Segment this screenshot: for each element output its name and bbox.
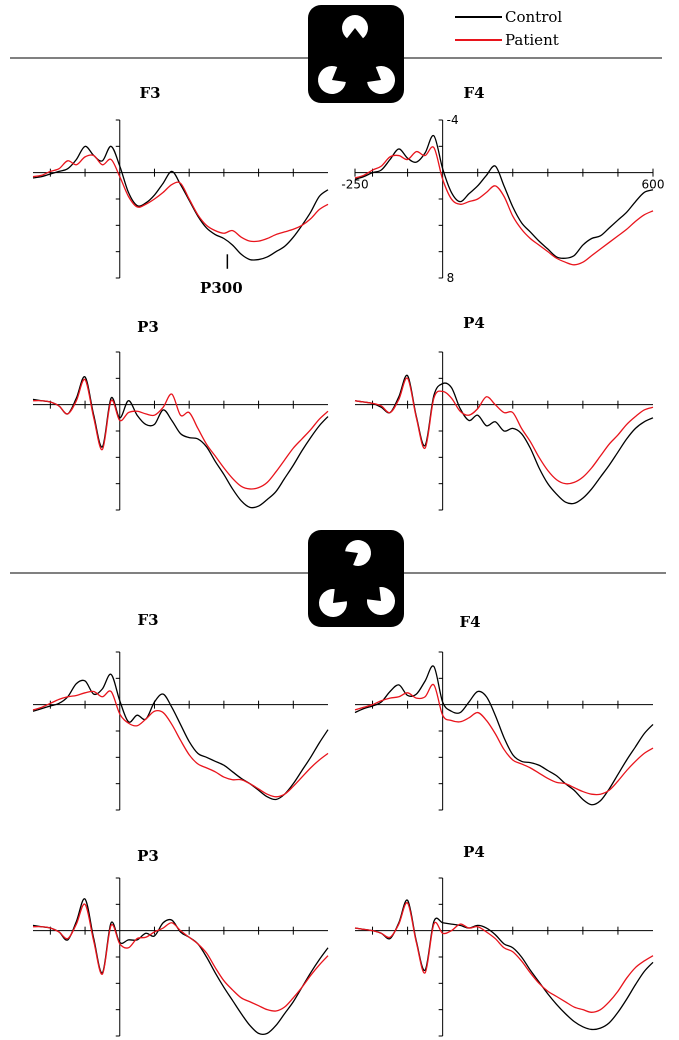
panel: P4 <box>354 314 654 511</box>
series-line <box>32 903 329 1012</box>
panel-title: P4 <box>463 843 485 861</box>
panel-title: F3 <box>139 84 160 102</box>
inducer <box>367 587 395 616</box>
panel: F4 <box>354 613 654 811</box>
panel: P4 <box>354 843 654 1037</box>
panel-title: F3 <box>137 611 158 629</box>
series-line <box>32 898 329 1036</box>
x-tick-label: -250 <box>341 178 368 192</box>
inducer <box>319 589 347 618</box>
y-tick-label: 8 <box>447 271 455 285</box>
y-tick-label: -4 <box>447 113 459 127</box>
panel-title: P4 <box>463 314 485 332</box>
inducer <box>345 540 371 566</box>
panel: F4 -250 600 -4 8 <box>341 84 664 285</box>
series-line <box>32 378 329 490</box>
panel-title: F4 <box>463 84 484 102</box>
inducer <box>342 15 369 39</box>
series-line <box>354 899 654 1031</box>
x-tick-label: 600 <box>642 178 665 192</box>
annotation: P300 <box>200 279 243 297</box>
series-line <box>32 690 329 798</box>
legend-label: Patient <box>505 31 559 49</box>
legend: Control Patient <box>455 8 562 49</box>
panel-title: P3 <box>137 847 159 865</box>
panel: P3 <box>32 847 329 1037</box>
series-line <box>354 665 654 806</box>
series-line <box>354 377 654 485</box>
series-line <box>354 902 654 1013</box>
inducer <box>318 66 346 94</box>
series-line <box>32 673 329 801</box>
series-line <box>354 134 654 260</box>
inducer <box>367 65 396 94</box>
series-line <box>32 145 329 261</box>
series-line <box>32 376 329 509</box>
series-line <box>354 374 654 505</box>
panel: P3 <box>32 318 329 511</box>
series-line <box>354 146 654 266</box>
panel: F3 <box>32 611 329 811</box>
panel-title: F4 <box>459 613 480 631</box>
series-line <box>354 683 654 796</box>
stimulus-shapes <box>318 15 396 618</box>
legend-label: Control <box>505 8 562 26</box>
panel-title: P3 <box>137 318 159 336</box>
series-line <box>32 154 329 243</box>
panel: F3 P300 <box>32 84 329 297</box>
